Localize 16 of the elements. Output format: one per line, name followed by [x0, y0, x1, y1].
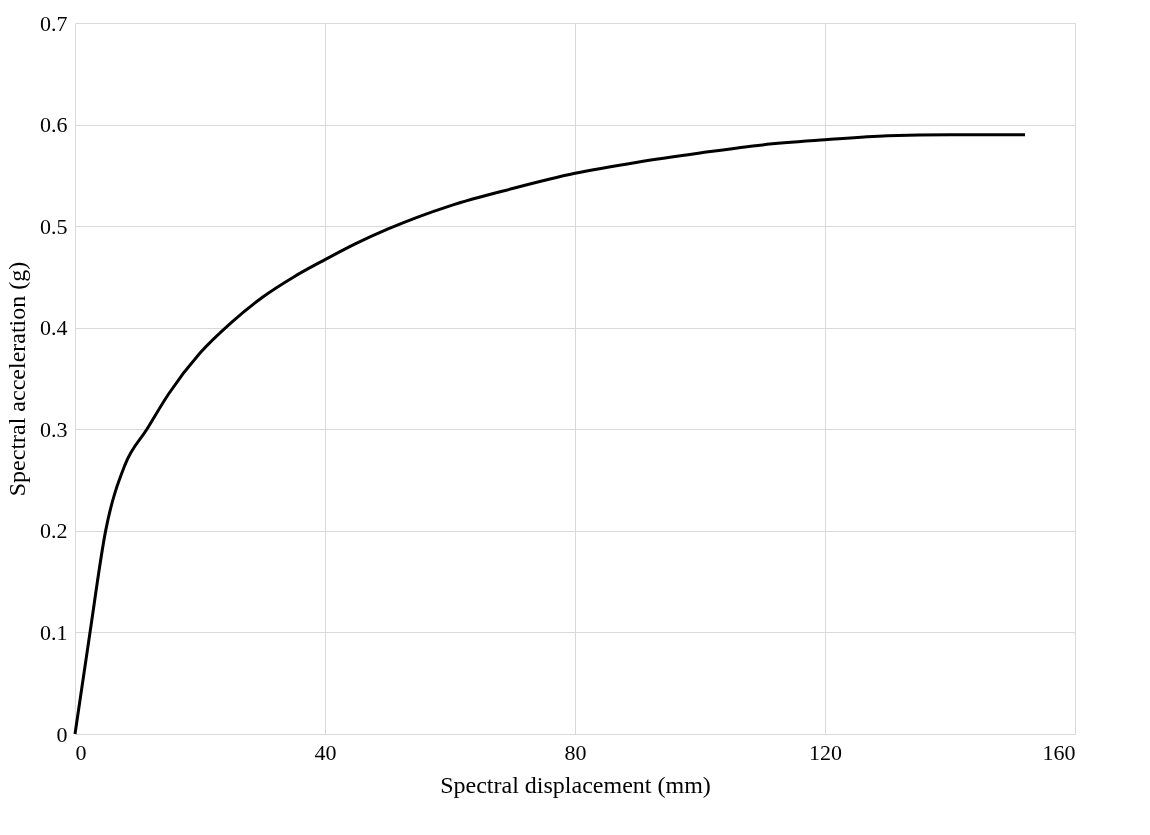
x-axis-title: Spectral displacement (mm)	[440, 771, 711, 798]
y-tick-label: 0.7	[40, 10, 68, 36]
y-tick-label: 0.4	[40, 315, 68, 341]
y-tick-label: 0.1	[40, 619, 68, 645]
x-tick-label: 0	[75, 739, 87, 765]
x-tick-label: 160	[1042, 739, 1076, 765]
line-series	[73, 133, 1027, 736]
y-axis-title: Spectral acceleration (g)	[4, 261, 30, 497]
y-tick-label: 0.5	[40, 213, 68, 239]
x-tick-label: 120	[809, 739, 842, 765]
x-tick-label: 40	[314, 739, 337, 765]
y-tick-label: 0.2	[40, 518, 68, 544]
x-tick-label: 80	[564, 739, 587, 765]
y-tick-label: 0.3	[40, 416, 68, 442]
y-tick-label: 0	[56, 721, 68, 747]
y-tick-label: 0.6	[40, 112, 68, 138]
